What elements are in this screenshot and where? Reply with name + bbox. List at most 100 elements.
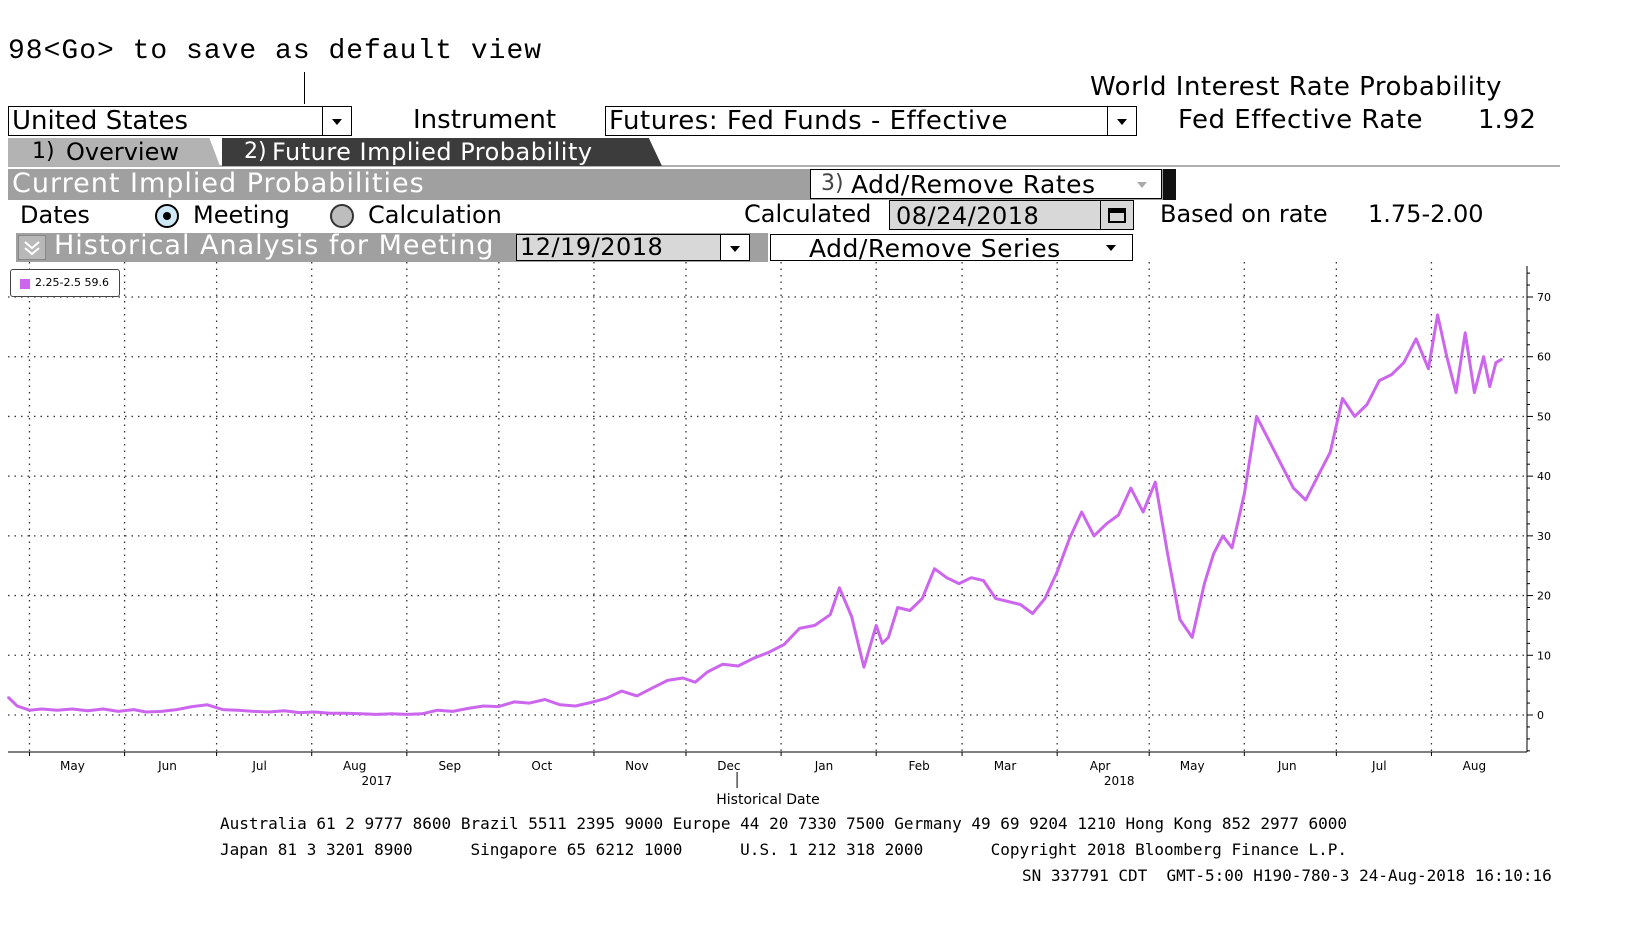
data-point (995, 597, 997, 600)
x-tick-label: Nov (625, 759, 648, 773)
data-point (875, 624, 877, 627)
add-rates-label: Add/Remove Rates (851, 170, 1096, 199)
data-point (421, 713, 423, 715)
data-point (1378, 379, 1381, 382)
add-remove-rates-button[interactable]: 3) Add/Remove Rates (810, 169, 1162, 199)
data-point (829, 613, 831, 616)
chevron-down-icon (1106, 245, 1116, 251)
year-label: 2018 (1104, 774, 1135, 788)
tab-overview[interactable]: 1) Overview (8, 138, 220, 166)
data-point (1007, 600, 1009, 603)
data-point (1482, 355, 1485, 358)
collapse-icon[interactable] (18, 235, 46, 260)
x-tick-label: Apr (1090, 759, 1111, 773)
data-point (1068, 538, 1071, 540)
data-point (574, 705, 577, 707)
data-point (1105, 523, 1108, 525)
data-point (1353, 415, 1356, 418)
data-point (1179, 618, 1181, 621)
x-tick-label: Aug (343, 759, 366, 773)
data-point (1212, 552, 1215, 555)
data-point (1329, 451, 1332, 454)
data-point (666, 679, 669, 682)
radio-meeting[interactable] (155, 204, 179, 228)
chevron-down-icon[interactable] (322, 107, 351, 135)
chevron-down-icon[interactable] (720, 235, 749, 260)
data-point (160, 710, 163, 713)
data-point (1268, 439, 1270, 442)
section-bar-end-marker (1163, 169, 1176, 200)
data-point (390, 713, 393, 715)
data-point (1154, 481, 1157, 483)
country-dropdown[interactable]: United States (8, 106, 352, 136)
tab-bar-line (8, 165, 1560, 167)
y-tick-label: 70 (1537, 291, 1551, 304)
data-point (1231, 547, 1233, 549)
radio-calculation[interactable] (330, 204, 354, 228)
data-point (1427, 367, 1430, 370)
data-point (28, 709, 31, 712)
data-point (850, 615, 853, 618)
chevron-down-icon (1137, 182, 1147, 188)
calculated-date-field[interactable]: 08/24/2018 (889, 200, 1134, 230)
data-point (436, 709, 439, 712)
footer-line-1: Australia 61 2 9777 8600 Brazil 5511 239… (220, 814, 1348, 833)
tab-future-num: 2) (244, 139, 267, 164)
data-point (1142, 511, 1144, 513)
x-tick-label: Jul (251, 759, 266, 773)
data-point (1093, 535, 1095, 537)
meeting-date-dropdown[interactable]: 12/19/2018 (516, 234, 750, 261)
data-point (1222, 535, 1224, 537)
probability-chart: 0 10 20 30 40 50 60 70 May Jun Jul Aug Sep Oct Nov Dec J… (6, 262, 1551, 808)
based-on-rate-label: Based on rate (1160, 200, 1328, 228)
calendar-icon[interactable] (1100, 201, 1133, 229)
based-on-rate-value: 1.75-2.00 (1368, 200, 1484, 228)
footer-line-3: SN 337791 CDT GMT-5:00 H190-780-3 24-Aug… (1022, 866, 1552, 885)
data-point (359, 713, 362, 715)
data-point (375, 713, 377, 716)
data-point (896, 606, 899, 609)
data-point (1166, 552, 1169, 555)
add-remove-series-button[interactable]: Add/Remove Series (770, 234, 1133, 263)
y-tick-label: 0 (1537, 709, 1544, 722)
data-point (605, 697, 608, 700)
y-tick-label: 30 (1537, 530, 1551, 543)
data-point (1464, 332, 1466, 334)
data-point (1445, 355, 1448, 358)
instrument-label: Instrument (413, 105, 557, 135)
data-point (1436, 314, 1439, 316)
data-point (768, 651, 770, 654)
data-point (651, 687, 654, 689)
data-point (175, 708, 178, 711)
data-point (221, 708, 224, 711)
data-point (909, 609, 911, 612)
chart-legend: 2.25-2.5 59.6 (10, 269, 120, 297)
data-point (1130, 487, 1132, 489)
data-point (1455, 391, 1457, 394)
fed-rate-value: 1.92 (1478, 105, 1536, 135)
legend-swatch (20, 279, 30, 289)
data-point (1280, 463, 1282, 465)
chevron-down-icon[interactable] (1107, 107, 1136, 135)
x-axis-label: Historical Date (716, 792, 820, 808)
data-point (1255, 415, 1258, 418)
data-point (452, 710, 454, 713)
calculated-label: Calculated (744, 200, 872, 228)
data-point (298, 711, 301, 714)
data-point (1488, 385, 1491, 388)
data-point (406, 713, 408, 716)
data-point (237, 709, 239, 712)
data-point (1056, 570, 1058, 573)
data-point (694, 681, 696, 683)
data-point (117, 710, 120, 713)
x-tick-label: Mar (994, 759, 1017, 773)
page-title: World Interest Rate Probability (1090, 72, 1503, 102)
x-tick-label: May (1180, 759, 1205, 773)
tab-future-implied-probability[interactable]: 2) Future Implied Probability (222, 138, 662, 166)
data-point (1304, 499, 1307, 501)
data-point (7, 696, 9, 698)
data-point (498, 705, 500, 708)
data-point (783, 643, 785, 646)
data-point (191, 705, 193, 708)
instrument-dropdown[interactable]: Futures: Fed Funds - Effective (605, 106, 1137, 136)
